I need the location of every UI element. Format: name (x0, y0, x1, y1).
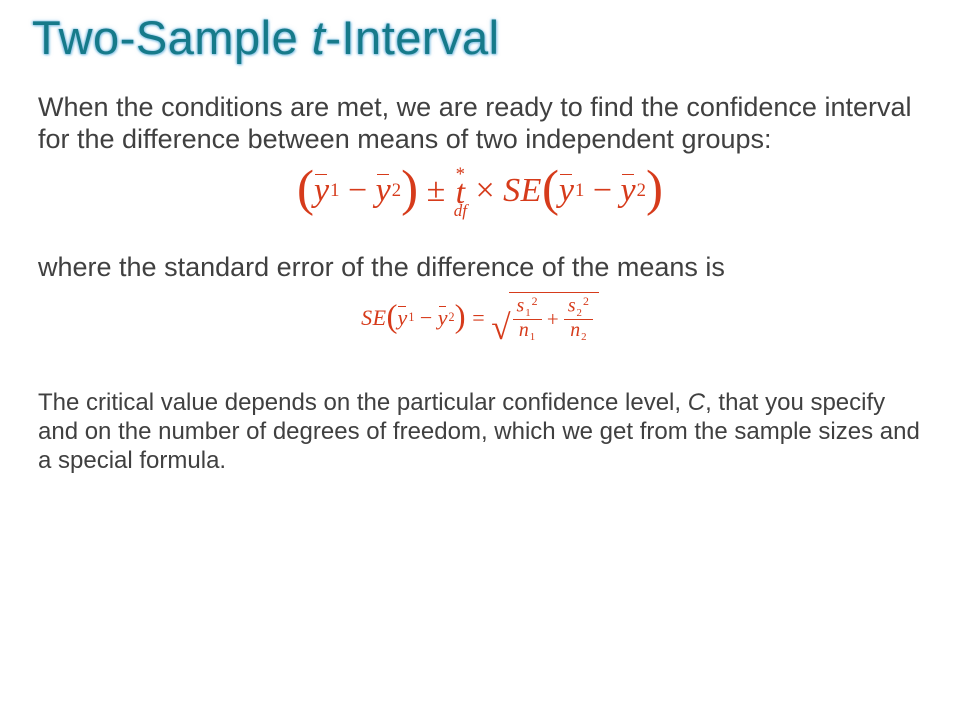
ybar-1-sub: 1 (329, 180, 339, 202)
times-op: × (467, 172, 503, 210)
se-label-1: SE (503, 172, 542, 210)
t-sub: df (454, 205, 467, 217)
lparen2-icon: ( (542, 164, 559, 215)
title-seg-2-italic: t (312, 11, 326, 64)
frac1-den-base: n (519, 319, 529, 341)
ybar-6-sub: 2 (448, 310, 455, 325)
frac2-den-base: n (570, 319, 580, 341)
p3-pre: The critical value depends on the partic… (38, 389, 688, 416)
frac2-num-sub: 2 (576, 307, 582, 319)
ybar-2: y (376, 172, 391, 210)
lparen-icon: ( (297, 164, 314, 215)
t-critical: * t df (454, 168, 467, 218)
sqrt: √ s12 n1 + (491, 290, 599, 345)
slide-title: Two-Sample t-Interval (30, 12, 930, 64)
equals: = (466, 305, 492, 331)
formula-2: SE ( y1 − y2 ) = √ s12 (361, 290, 599, 345)
fraction-1: s12 n1 (513, 295, 542, 343)
ybar-6: y (438, 305, 448, 331)
radicand: s12 n1 + s22 (509, 292, 599, 345)
fraction-2: s22 n2 (564, 295, 593, 343)
paragraph-3: The critical value depends on the partic… (38, 389, 922, 475)
frac1-num-sub: 1 (524, 307, 530, 319)
ybar-2-sub: 2 (391, 180, 401, 202)
rparen2-icon: ) (646, 164, 663, 215)
slide-body: When the conditions are met, we are read… (30, 92, 930, 476)
minus-3: − (414, 305, 437, 331)
formula-1-container: ( y1 − y2 ) ± * t df × SE ( y1 − (38, 165, 922, 216)
plus-minus: ± (418, 172, 454, 210)
ybar-5-sub: 1 (407, 310, 414, 325)
rparen-icon: ) (401, 164, 418, 215)
minus-2: − (584, 172, 620, 210)
formula-2-container: SE ( y1 − y2 ) = √ s12 (38, 290, 922, 345)
frac1-num-sup: 2 (531, 294, 538, 308)
frac2-num-sup: 2 (582, 294, 589, 308)
ybar-4: y (621, 172, 636, 210)
frac2-num-base: s (568, 295, 576, 317)
formula-1: ( y1 − y2 ) ± * t df × SE ( y1 − (297, 165, 663, 216)
ybar-1: y (314, 172, 329, 210)
p3-c: C (688, 389, 705, 416)
plus: + (542, 307, 564, 332)
paragraph-2: where the standard error of the differen… (38, 252, 922, 284)
paragraph-1: When the conditions are met, we are read… (38, 92, 922, 156)
ybar-5: y (398, 305, 408, 331)
se-label-2: SE (361, 305, 386, 331)
ybar-3: y (559, 172, 574, 210)
frac2-den-sub: 2 (580, 331, 586, 343)
ybar-4-sub: 2 (636, 180, 646, 202)
title-text: Two-Sample t-Interval (32, 11, 500, 64)
title-seg-3: -Interval (325, 11, 499, 64)
lparen3-icon: ( (387, 301, 398, 334)
rparen3-icon: ) (455, 301, 466, 334)
title-seg-1: Two-Sample (32, 11, 312, 64)
frac1-den-sub: 1 (529, 331, 535, 343)
ybar-3-sub: 1 (574, 180, 584, 202)
slide: Two-Sample t-Interval When the condition… (0, 0, 960, 720)
minus-1: − (339, 172, 375, 210)
